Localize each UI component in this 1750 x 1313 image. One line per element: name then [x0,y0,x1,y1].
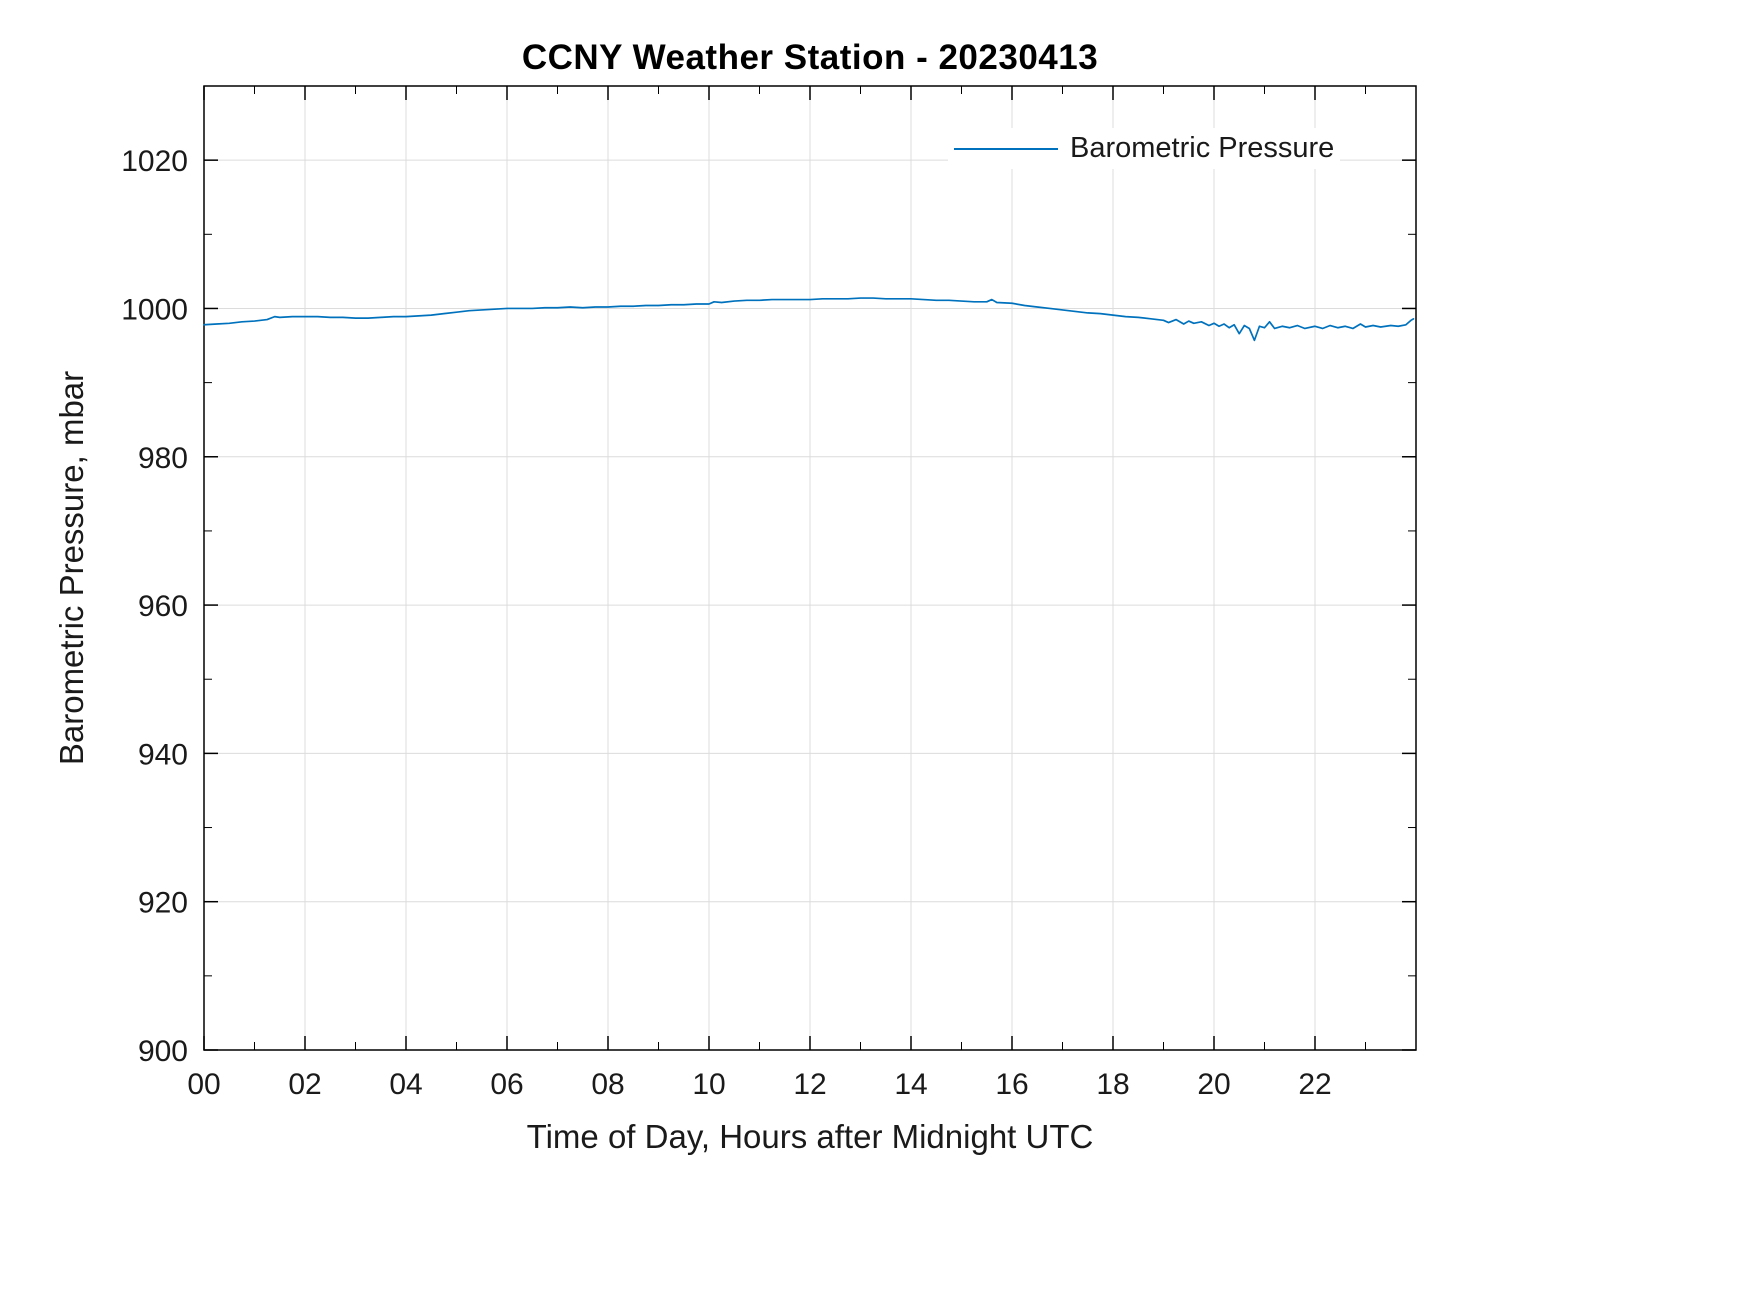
axes-box [203,85,1417,1051]
svg-text:08: 08 [591,1068,624,1101]
x-axis-label: Time of Day, Hours after Midnight UTC [526,1118,1094,1155]
svg-text:16: 16 [995,1068,1028,1101]
major-ticks [203,86,1416,1051]
svg-text:960: 960 [138,590,188,623]
grid-lines [203,86,1416,1051]
svg-text:22: 22 [1298,1068,1331,1101]
svg-text:900: 900 [138,1035,188,1068]
svg-text:1020: 1020 [121,145,188,178]
svg-text:18: 18 [1096,1068,1129,1101]
y-tick-labels: 900 920 940 960 980 1000 1020 [121,145,188,1068]
legend-label: Barometric Pressure [1070,132,1335,164]
svg-text:06: 06 [490,1068,523,1101]
svg-text:02: 02 [288,1068,321,1101]
svg-text:10: 10 [692,1068,725,1101]
svg-text:940: 940 [138,738,188,771]
svg-text:12: 12 [793,1068,826,1101]
legend-line-sample [954,147,1058,150]
svg-text:980: 980 [138,442,188,475]
svg-text:20: 20 [1197,1068,1230,1101]
legend: Barometric Pressure [948,128,1341,169]
svg-text:00: 00 [187,1068,220,1101]
x-tick-labels: 00 02 04 06 08 10 12 14 16 18 20 22 [187,1068,1331,1101]
svg-text:14: 14 [894,1068,927,1101]
pressure-line [203,297,1415,342]
svg-text:04: 04 [389,1068,422,1101]
svg-text:1000: 1000 [121,293,188,326]
chart-title: CCNY Weather Station - 20230413 [521,38,1099,77]
svg-text:920: 920 [138,887,188,920]
